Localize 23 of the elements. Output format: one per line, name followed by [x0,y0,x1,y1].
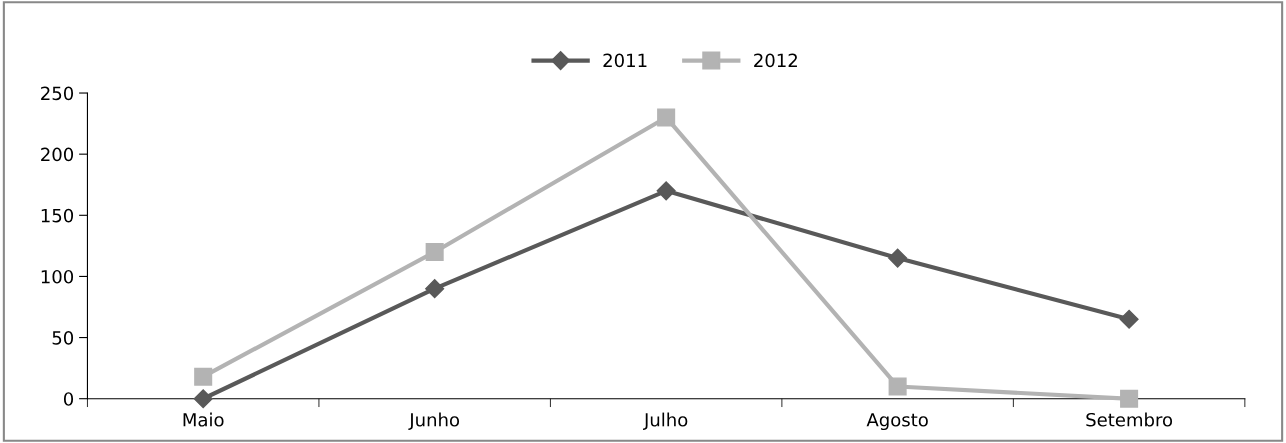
point [888,248,908,268]
point [1120,389,1139,408]
y-tick-label: 50 [52,331,74,345]
y-tick-label: 150 [41,208,74,223]
y-tick-label: 0 [63,392,74,406]
x-tick-label: Setembro [1086,412,1173,427]
point [1119,309,1139,329]
y-tick-label: 250 [41,86,74,101]
x-tick-label: Julho [643,412,688,430]
legend-label: 2011 [603,53,647,68]
point [425,242,444,262]
legend-label: 2012 [754,53,797,68]
point [657,108,676,127]
point [888,377,907,396]
point [194,367,213,386]
point [425,279,445,299]
x-tick-label: Junho [408,412,460,430]
point [656,181,676,201]
y-tick-label: 200 [41,147,74,162]
y-tick-label: 100 [41,269,74,284]
x-tick-label: Maio [183,412,224,427]
x-tick-label: Agosto [866,413,928,431]
point [193,389,213,409]
